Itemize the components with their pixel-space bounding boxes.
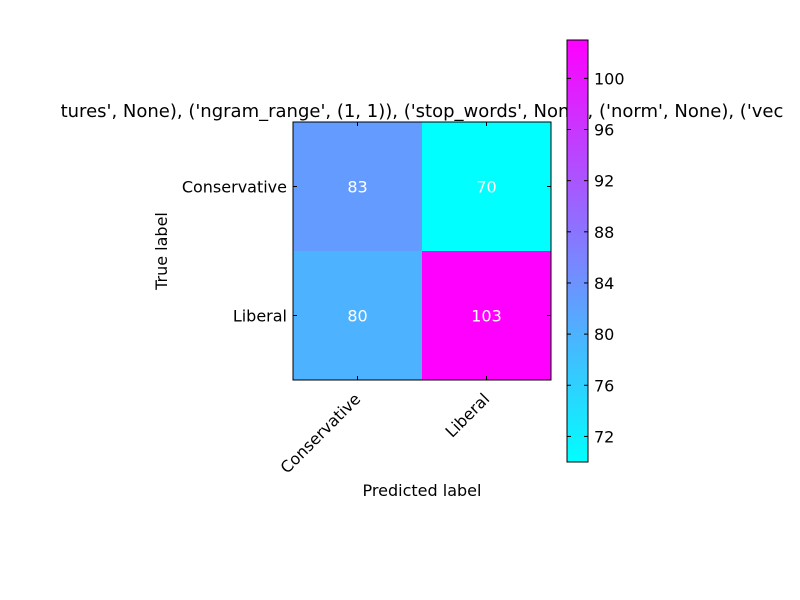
- colorbar-ticks: 72 76 80 84 88 92 96 100: [567, 69, 625, 446]
- y-tick-label: Conservative: [182, 178, 287, 197]
- colorbar-tick-label: 84: [594, 274, 614, 293]
- heatmap-cell-value: 103: [471, 307, 502, 326]
- chart-title: tures', None), ('ngram_range', (1, 1)), …: [61, 101, 784, 122]
- heatmap-cell: [422, 122, 551, 251]
- heatmap-cell-labels: 83 70 80 103: [347, 178, 501, 326]
- heatmap-cell: [293, 251, 422, 380]
- y-axis-label: True label: [152, 212, 171, 291]
- colorbar-tick-label: 92: [594, 172, 614, 191]
- colorbar-tick-label: 72: [594, 427, 614, 446]
- heatmap-cells: [293, 122, 551, 380]
- y-axis-ticks: Conservative Liberal: [182, 178, 551, 326]
- colorbar-tick-label: 100: [594, 69, 625, 88]
- heatmap-cell-value: 70: [476, 178, 496, 197]
- x-tick-label: Conservative: [277, 389, 365, 477]
- colorbar-tick-label: 76: [594, 376, 614, 395]
- x-axis-label: Predicted label: [363, 481, 482, 500]
- colorbar: [566, 39, 589, 463]
- heatmap-cell-value: 80: [347, 307, 367, 326]
- y-tick-label: Liberal: [233, 307, 287, 326]
- colorbar-tick-label: 96: [594, 121, 614, 140]
- heatmap-cell-value: 83: [347, 178, 367, 197]
- heatmap-frame: [292, 121, 552, 381]
- colorbar-tick-label: 88: [594, 223, 614, 242]
- heatmap-cell: [293, 122, 422, 251]
- colorbar-tick-label: 80: [594, 325, 614, 344]
- heatmap-cell: [422, 251, 551, 380]
- x-tick-label: Liberal: [442, 389, 494, 441]
